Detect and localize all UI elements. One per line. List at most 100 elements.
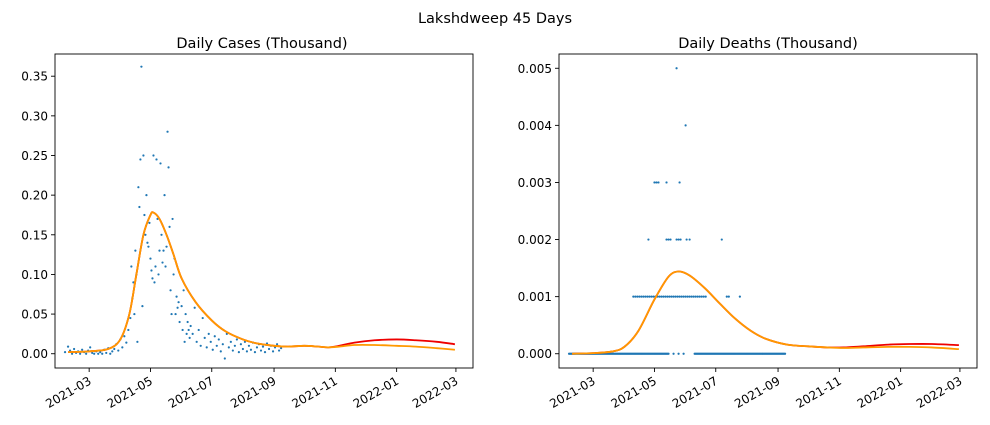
data-point <box>134 249 137 252</box>
data-point <box>247 344 251 347</box>
data-point <box>662 295 665 298</box>
daily-cases-y-axis: 0.00 0.05 0.10 0.15 0.20 0.25 0.30 0.35 <box>21 70 55 361</box>
data-point <box>664 295 667 298</box>
data-point <box>162 249 165 252</box>
data-point <box>217 338 220 341</box>
data-point <box>178 320 181 324</box>
data-point <box>180 305 183 308</box>
data-point <box>667 352 670 355</box>
daily-deaths-chart: Daily Deaths (Thousand) 0.0000.0010.0020… <box>518 36 978 411</box>
data-point <box>160 233 163 236</box>
data-point <box>223 357 226 360</box>
data-point <box>211 348 214 351</box>
y-tick-label: 0.004 <box>518 119 552 133</box>
x-tick-label: 2021-07 <box>670 374 720 411</box>
data-point <box>171 217 174 221</box>
daily-cases-title: Daily Cases (Thousand) <box>176 36 347 52</box>
x-tick-label: 2021-03 <box>43 374 93 411</box>
data-point <box>677 352 680 355</box>
data-point <box>666 295 669 298</box>
data-point <box>193 306 196 309</box>
data-point <box>694 295 697 298</box>
data-point <box>720 238 723 241</box>
data-point <box>675 67 678 70</box>
data-point <box>205 346 208 349</box>
daily-deaths-x-axis: 2021-03 2021-05 2021-07 2021-09 2021-11 2022-… <box>547 368 964 411</box>
data-point <box>638 295 641 298</box>
data-point <box>700 295 703 298</box>
daily-cases-marks <box>63 65 456 360</box>
data-point <box>166 130 169 133</box>
data-point <box>157 273 160 276</box>
data-point <box>677 238 680 241</box>
data-point <box>660 295 663 298</box>
data-point <box>738 295 741 298</box>
x-tick-label: 2021-11 <box>793 374 843 411</box>
data-point <box>692 295 695 298</box>
x-tick-label: 2021-09 <box>228 374 278 411</box>
data-point <box>145 194 148 197</box>
data-point <box>725 295 728 298</box>
data-point <box>658 295 661 298</box>
data-point <box>704 295 707 298</box>
data-point <box>682 352 685 355</box>
daily-cases-chart: Daily Cases (Thousand) 0.000.050.100.150… <box>21 36 474 411</box>
data-point <box>672 295 675 298</box>
data-point <box>142 154 145 157</box>
data-point <box>81 348 84 351</box>
x-tick-label: 2021-03 <box>547 374 597 411</box>
data-point <box>646 295 649 298</box>
data-point <box>685 238 688 241</box>
data-point <box>684 124 687 127</box>
data-point <box>167 166 170 169</box>
data-point <box>702 295 705 298</box>
y-tick-label: 0.003 <box>518 176 552 190</box>
data-point <box>146 241 149 244</box>
data-point <box>164 265 167 268</box>
data-point <box>140 65 143 68</box>
x-tick-label: 2021-11 <box>289 374 339 411</box>
fit-line <box>68 211 456 354</box>
data-point <box>177 301 180 304</box>
data-point <box>188 336 191 339</box>
data-point <box>185 332 188 336</box>
x-tick-label: 2021-07 <box>166 374 216 411</box>
data-point <box>163 194 166 197</box>
data-point <box>144 233 147 236</box>
data-point <box>239 343 242 346</box>
data-point <box>667 238 670 241</box>
data-point <box>229 340 232 343</box>
x-tick-label: 2022-03 <box>914 374 964 411</box>
data-point <box>149 257 152 260</box>
data-point <box>670 295 673 298</box>
data-point <box>679 238 682 241</box>
data-point <box>89 346 92 349</box>
data-point <box>237 351 240 354</box>
data-point <box>66 345 70 348</box>
data-point <box>85 352 88 355</box>
daily-deaths-marks <box>567 67 959 355</box>
data-point <box>172 273 175 276</box>
data-point <box>186 320 189 324</box>
data-point <box>176 306 179 309</box>
y-tick-label: 0.10 <box>21 268 48 282</box>
data-point <box>137 186 140 189</box>
x-tick-label: 2021-05 <box>609 374 659 411</box>
data-point <box>235 338 238 341</box>
data-point <box>665 181 668 184</box>
data-point <box>215 344 218 347</box>
data-point <box>267 347 271 351</box>
y-tick-label: 0.00 <box>21 347 48 361</box>
data-point <box>652 295 655 298</box>
data-point <box>117 349 120 352</box>
data-point <box>674 295 677 298</box>
y-tick-label: 0.005 <box>518 62 552 76</box>
daily-deaths-title: Daily Deaths (Thousand) <box>678 36 858 52</box>
data-point <box>233 344 236 347</box>
data-point <box>279 347 283 350</box>
data-point <box>688 295 691 298</box>
data-point <box>676 295 679 298</box>
data-point <box>127 328 130 332</box>
